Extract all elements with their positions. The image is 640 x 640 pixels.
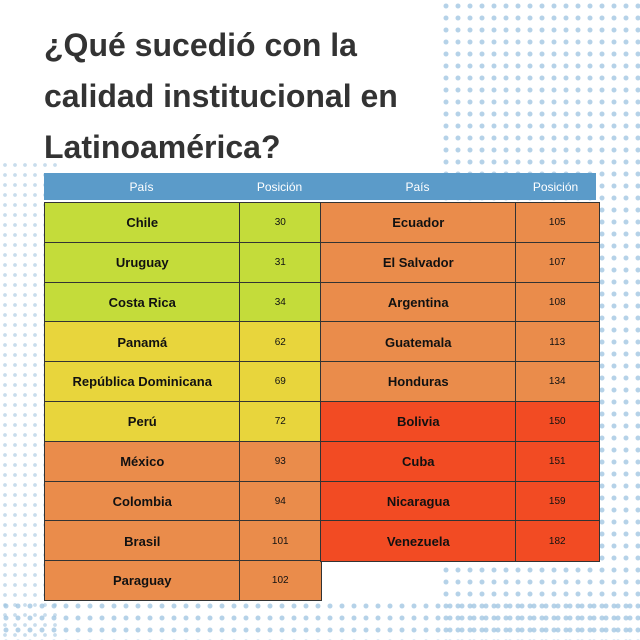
header-cell: Posición xyxy=(515,173,596,200)
country-cell: Honduras xyxy=(320,361,517,403)
country-cell: México xyxy=(44,440,241,483)
title-line: ¿Qué sucedió con la xyxy=(44,27,357,63)
country-cell: Bolivia xyxy=(320,401,517,443)
position-cell: 62 xyxy=(239,321,322,363)
position-cell: 72 xyxy=(239,401,322,443)
country-cell: Guatemala xyxy=(320,321,517,363)
title-line: calidad institucional en xyxy=(44,78,398,114)
position-cell: 151 xyxy=(515,440,600,483)
country-cell: Nicaragua xyxy=(320,480,517,522)
position-cell: 69 xyxy=(239,361,322,403)
country-cell: Chile xyxy=(44,202,241,244)
position-cell: 93 xyxy=(239,440,322,483)
country-cell: Argentina xyxy=(320,281,517,323)
country-cell: Perú xyxy=(44,401,241,443)
country-cell: República Dominicana xyxy=(44,361,241,403)
position-cell: 182 xyxy=(515,520,600,562)
title: ¿Qué sucedió con la calidad instituciona… xyxy=(44,20,398,173)
position-cell: 107 xyxy=(515,241,600,284)
position-cell: 159 xyxy=(515,480,600,522)
position-cell: 30 xyxy=(239,202,322,244)
country-cell: Paraguay xyxy=(44,560,241,602)
position-cell: 102 xyxy=(239,560,322,602)
position-cell: 105 xyxy=(515,202,600,244)
position-cell: 101 xyxy=(239,520,322,562)
header-cell: Posición xyxy=(239,173,320,200)
position-cell: 150 xyxy=(515,401,600,443)
country-cell: Costa Rica xyxy=(44,281,241,323)
country-cell: Cuba xyxy=(320,440,517,483)
position-cell: 31 xyxy=(239,241,322,284)
position-cell: 94 xyxy=(239,480,322,522)
country-cell: Panamá xyxy=(44,321,241,363)
position-cell: 34 xyxy=(239,281,322,323)
position-cell: 134 xyxy=(515,361,600,403)
country-cell: Brasil xyxy=(44,520,241,562)
header-cell: País xyxy=(320,173,515,200)
decoration xyxy=(0,600,640,640)
header-cell: País xyxy=(44,173,239,200)
country-cell: Colombia xyxy=(44,480,241,522)
country-cell: Ecuador xyxy=(320,202,517,244)
country-cell: El Salvador xyxy=(320,241,517,284)
country-cell: Uruguay xyxy=(44,241,241,284)
country-cell: Venezuela xyxy=(320,520,517,562)
title-line: Latinoamérica? xyxy=(44,129,281,165)
position-cell: 108 xyxy=(515,281,600,323)
position-cell: 113 xyxy=(515,321,600,363)
